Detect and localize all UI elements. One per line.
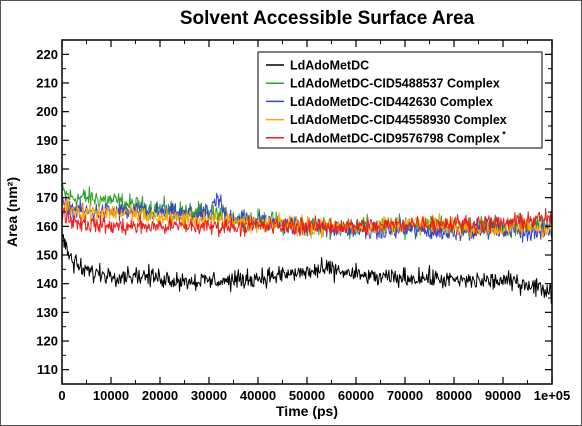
- y-tick-label: 110: [37, 362, 58, 377]
- x-tick-label: 80000: [436, 388, 472, 403]
- y-tick-label: 130: [36, 305, 58, 320]
- legend-box: [257, 51, 543, 149]
- y-tick-label: 160: [36, 219, 58, 234]
- y-tick-label: 120: [36, 334, 58, 349]
- x-tick-label: 60000: [338, 388, 374, 403]
- x-tick-label: 10000: [93, 388, 129, 403]
- legend-label-4: LdAdoMetDC-CID44558930 Complex: [290, 113, 507, 127]
- x-axis-title: Time (ps): [276, 403, 338, 419]
- x-tick-label: 30000: [191, 388, 227, 403]
- y-tick-label: 180: [36, 162, 58, 177]
- x-tick-label: 70000: [387, 388, 423, 403]
- legend-label-5: LdAdoMetDC-CID9576798 Complex *: [290, 129, 506, 145]
- x-tick-label: 0: [58, 388, 65, 403]
- chart-title: Solvent Accessible Surface Area: [180, 8, 475, 29]
- x-tick-label: 20000: [142, 388, 178, 403]
- legend-label-2: LdAdoMetDC-CID5488537 Complex: [290, 77, 500, 91]
- x-tick-label: 90000: [485, 388, 521, 403]
- y-axis-title: Area (nm²): [4, 177, 20, 247]
- x-tick-label: 50000: [289, 388, 325, 403]
- y-tick-label: 210: [36, 76, 58, 91]
- legend-label-3: LdAdoMetDC-CID442630 Complex: [290, 95, 493, 109]
- series-line-1: [61, 234, 553, 304]
- y-tick-label: 220: [36, 47, 58, 62]
- x-tick-label: 1e+05: [534, 388, 571, 403]
- y-tick-label: 190: [36, 133, 58, 148]
- y-tick-label: 140: [36, 276, 58, 291]
- y-tick-label: 200: [36, 104, 58, 119]
- legend-label-1: LdAdoMetDC: [290, 59, 369, 73]
- y-tick-label: 150: [36, 248, 58, 263]
- series-line-5: [61, 207, 553, 238]
- y-tick-label: 170: [36, 190, 58, 205]
- x-tick-label: 40000: [240, 388, 276, 403]
